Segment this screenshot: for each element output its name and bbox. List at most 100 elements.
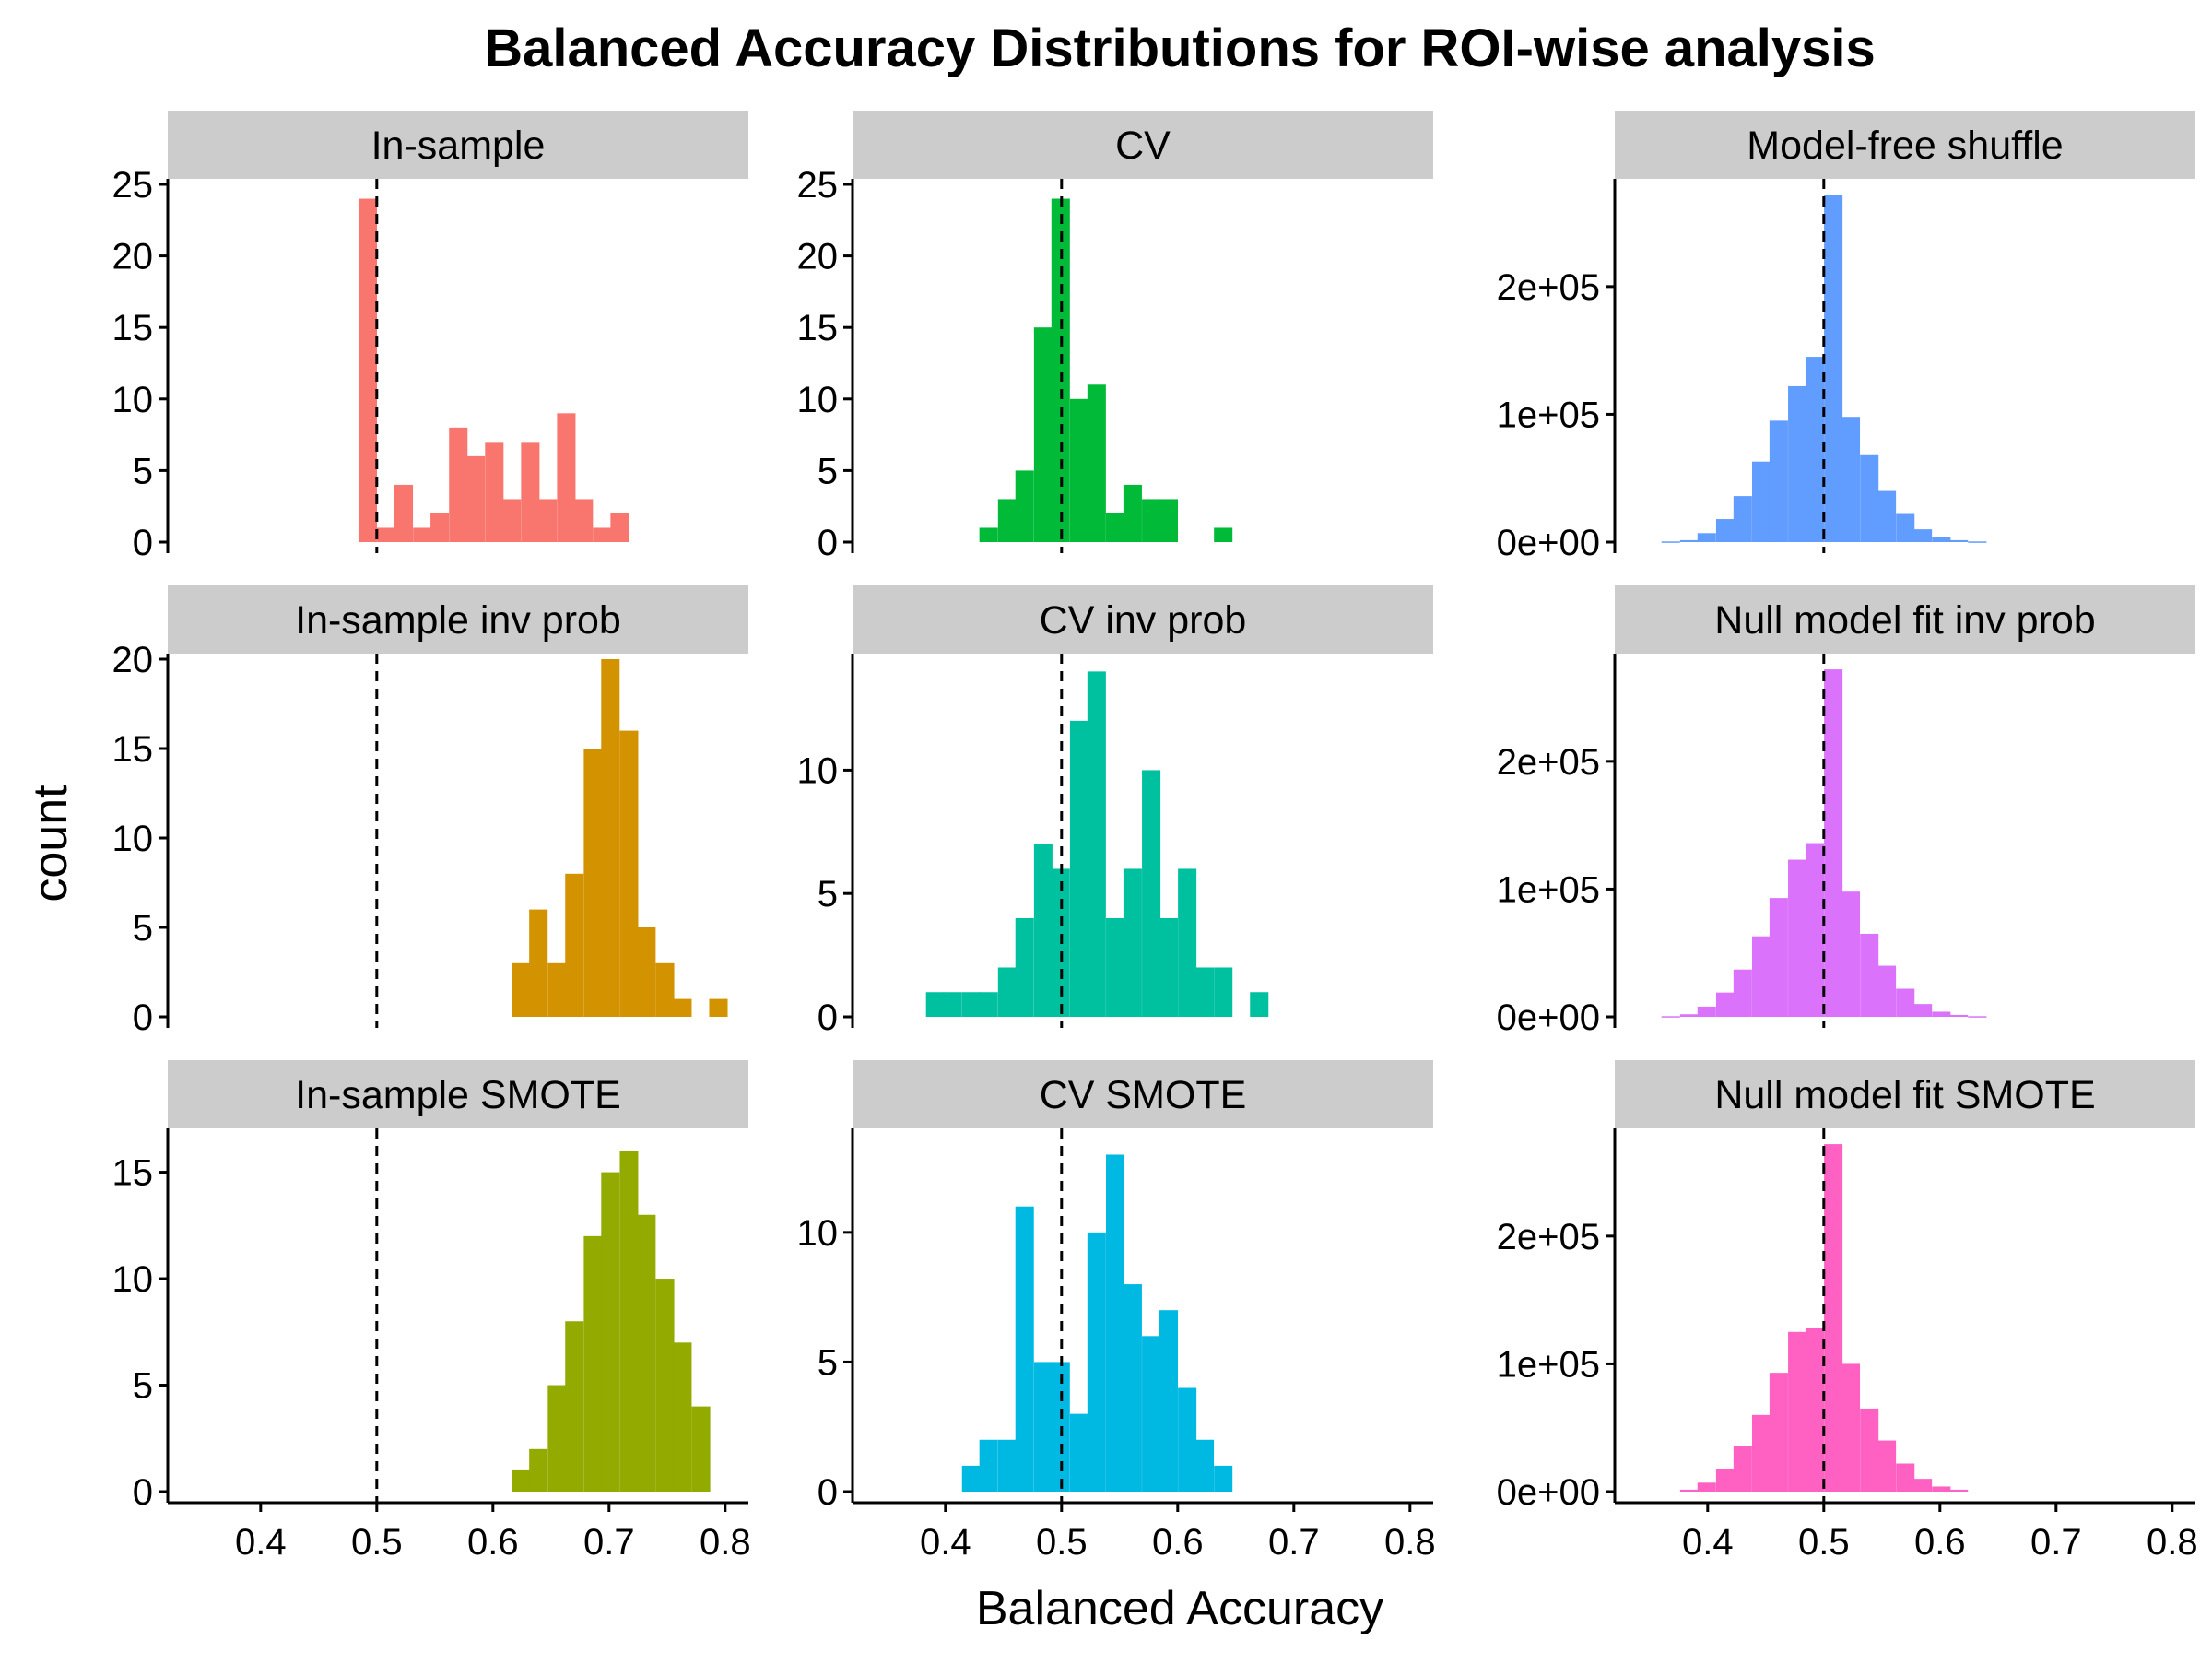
histogram-bar bbox=[449, 427, 468, 542]
y-tick-label: 10 bbox=[112, 819, 154, 859]
y-tick-label: 25 bbox=[112, 165, 154, 206]
facet-strip bbox=[1615, 585, 2195, 654]
histogram-bar bbox=[1679, 539, 1699, 542]
x-tick-label: 0.4 bbox=[235, 1522, 287, 1563]
histogram-bar bbox=[979, 527, 998, 542]
histogram-bar bbox=[1142, 770, 1161, 1017]
histogram-bar bbox=[1661, 1016, 1680, 1018]
histogram-bar bbox=[1824, 195, 1843, 543]
histogram-bar bbox=[1087, 671, 1106, 1017]
y-tick-label: 5 bbox=[818, 874, 838, 915]
facet-strip bbox=[1615, 1060, 2195, 1128]
histogram-bar bbox=[1860, 454, 1879, 542]
histogram-bar bbox=[538, 499, 558, 542]
y-tick-label: 2e+05 bbox=[1497, 742, 1600, 783]
histogram-bar bbox=[1788, 859, 1807, 1017]
histogram-bar bbox=[1769, 420, 1788, 542]
histogram-bar bbox=[430, 513, 450, 542]
histogram-bar bbox=[565, 1321, 584, 1492]
histogram-bar bbox=[1968, 1016, 1987, 1018]
y-tick-label: 0e+00 bbox=[1497, 1472, 1600, 1513]
histogram-bar bbox=[1841, 891, 1861, 1017]
histogram-bar bbox=[1751, 936, 1771, 1017]
histogram-bar bbox=[521, 442, 540, 542]
histogram-bar bbox=[1015, 1206, 1034, 1492]
histogram-bar bbox=[583, 749, 603, 1017]
panel-7: CV SMOTE 0 5 10 0.4 0.5 0.6 0.7 0.8 bbox=[797, 1060, 1436, 1563]
facet-strip-label: In-sample bbox=[371, 124, 546, 168]
y-tick-label: 0 bbox=[818, 1472, 838, 1513]
histogram-bar bbox=[1250, 992, 1269, 1017]
histogram-bar bbox=[1949, 539, 1969, 542]
histogram-bar bbox=[655, 962, 675, 1017]
facet-strip bbox=[853, 1060, 1433, 1128]
histogram-bar bbox=[1751, 461, 1771, 542]
y-tick-label: 5 bbox=[818, 1342, 838, 1383]
histogram-bar bbox=[961, 992, 981, 1017]
histogram-bar bbox=[1051, 198, 1070, 542]
histogram-bar bbox=[1733, 969, 1752, 1017]
histogram-bar bbox=[1841, 1363, 1861, 1492]
histogram-bar bbox=[1877, 490, 1897, 542]
histogram-bar bbox=[565, 873, 584, 1017]
histogram-bar bbox=[529, 909, 548, 1017]
histogram-bar bbox=[1069, 720, 1088, 1017]
histogram-bar bbox=[1697, 1006, 1716, 1017]
histogram-bar bbox=[1877, 1440, 1897, 1492]
histogram-bar bbox=[1877, 965, 1897, 1017]
facet-strip-label: In-sample inv prob bbox=[295, 598, 621, 643]
histogram-bar bbox=[673, 998, 692, 1017]
histogram-bar bbox=[1697, 533, 1716, 542]
y-tick-label: 0 bbox=[133, 523, 153, 563]
histogram-bar bbox=[547, 1385, 567, 1492]
histogram-bar bbox=[1123, 1284, 1142, 1492]
histogram-bar bbox=[979, 992, 998, 1017]
histogram-bar bbox=[1105, 917, 1125, 1017]
facet-strip bbox=[1615, 111, 2195, 179]
y-tick-label: 0 bbox=[818, 523, 838, 563]
y-tick-label: 2e+05 bbox=[1497, 1217, 1600, 1257]
histogram-bar bbox=[593, 527, 612, 542]
histogram-bar bbox=[1913, 1004, 1933, 1017]
facet-strip-label: In-sample SMOTE bbox=[295, 1073, 621, 1117]
histogram-bar bbox=[1123, 868, 1142, 1017]
histogram-bar bbox=[637, 927, 656, 1017]
histogram-bar bbox=[466, 455, 486, 542]
histogram-bar bbox=[610, 513, 629, 542]
y-tick-label: 20 bbox=[797, 237, 839, 277]
histogram-bar bbox=[601, 1172, 620, 1492]
histogram-bar bbox=[512, 1469, 531, 1492]
panel-6: In-sample SMOTE 0 5 10 15 0.4 0.5 0.6 0.7 0.8 bbox=[112, 1060, 751, 1563]
x-tick-label: 0.7 bbox=[1268, 1522, 1320, 1563]
histogram-bar bbox=[1697, 1482, 1716, 1492]
x-tick-label: 0.8 bbox=[1384, 1522, 1436, 1563]
panel-1: CV 0 5 10 15 20 25 bbox=[797, 111, 1433, 563]
histogram-bar bbox=[413, 527, 432, 542]
histogram-bar bbox=[1033, 1362, 1053, 1492]
histogram-bar bbox=[1033, 327, 1053, 542]
histogram-bar bbox=[1033, 844, 1053, 1017]
facet-strip-label: CV bbox=[1115, 124, 1171, 168]
histogram-bar bbox=[512, 962, 531, 1017]
facet-strip-label: CV inv prob bbox=[1040, 598, 1247, 643]
chart-title: Balanced Accuracy Distributions for ROI-… bbox=[484, 18, 1876, 78]
histogram-bar bbox=[1968, 541, 1987, 543]
histogram-bar bbox=[1715, 1469, 1735, 1492]
x-tick-label: 0.8 bbox=[2147, 1522, 2198, 1563]
facet-strip-label: Null model fit SMOTE bbox=[1714, 1073, 2095, 1117]
histogram-bar bbox=[619, 730, 639, 1017]
y-tick-label: 0 bbox=[133, 997, 153, 1038]
histogram-bar bbox=[1860, 1408, 1879, 1492]
histogram-bar bbox=[529, 1448, 548, 1492]
histogram-bar bbox=[1913, 1479, 1933, 1492]
histogram-bar bbox=[997, 1439, 1017, 1492]
y-tick-label: 10 bbox=[112, 380, 154, 420]
histogram-bar bbox=[1949, 1014, 1969, 1017]
histogram-bar bbox=[619, 1151, 639, 1492]
y-tick-label: 2e+05 bbox=[1497, 267, 1600, 308]
x-tick-label: 0.5 bbox=[1036, 1522, 1088, 1563]
y-tick-label: 5 bbox=[133, 908, 153, 949]
y-tick-label: 10 bbox=[112, 1259, 154, 1300]
x-tick-label: 0.6 bbox=[1914, 1522, 1966, 1563]
histogram-bar bbox=[1087, 1232, 1106, 1492]
